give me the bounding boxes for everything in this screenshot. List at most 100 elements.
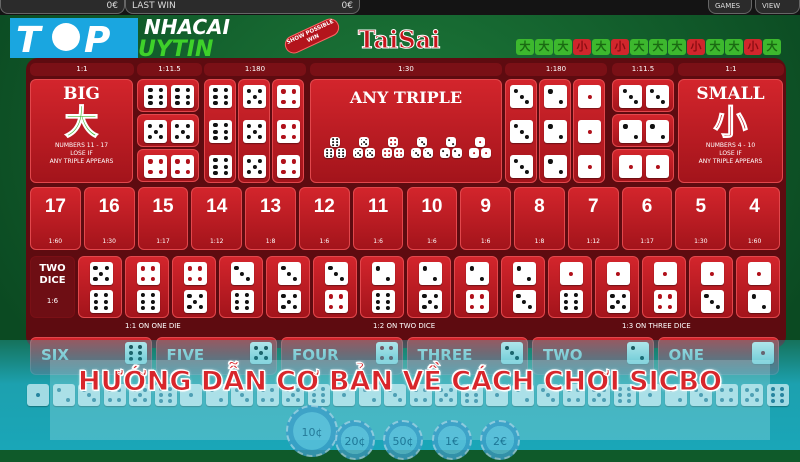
two-dice-3-5-bet[interactable]	[266, 256, 310, 318]
triple-2-bet[interactable]	[539, 79, 571, 183]
die-1-icon	[27, 384, 49, 406]
pip	[223, 122, 228, 128]
double-4-bet[interactable]	[137, 149, 199, 182]
two-dice-3-6-bet[interactable]	[219, 256, 263, 318]
two-dice-1-4-bet[interactable]	[642, 256, 686, 318]
chip-4[interactable]: 2€	[480, 420, 520, 460]
pip	[291, 134, 296, 139]
total-16-bet[interactable]: 16 1:30	[83, 187, 135, 250]
pip	[158, 94, 163, 99]
die-1-icon	[619, 155, 642, 178]
pip	[474, 393, 479, 397]
pip	[92, 398, 97, 403]
pip	[192, 299, 198, 304]
total-4-bet[interactable]: 4 1:60	[729, 187, 780, 250]
total-5-bet[interactable]: 5 1:30	[675, 187, 727, 250]
two-dice-2-3-bet[interactable]	[501, 256, 545, 318]
two-dice-1-3-bet[interactable]	[689, 256, 733, 318]
pip	[66, 397, 71, 402]
two-dice-2-4-bet[interactable]	[454, 256, 498, 318]
triple-6-bet[interactable]	[204, 79, 236, 183]
pip	[291, 169, 296, 174]
chip-1[interactable]: 20¢	[335, 420, 375, 460]
pip	[148, 169, 153, 174]
total-9-bet[interactable]: 9 1:6	[460, 187, 512, 250]
pip	[615, 271, 621, 276]
triple-3-bet[interactable]	[505, 79, 537, 183]
total-12-bet[interactable]: 12 1:6	[298, 187, 350, 250]
total-17-bet[interactable]: 17 1:60	[30, 187, 81, 250]
pip	[175, 94, 180, 99]
total-8-bet[interactable]: 8 1:8	[514, 187, 565, 250]
total-13-bet[interactable]: 13 1:8	[245, 187, 296, 250]
pip	[342, 152, 345, 154]
double-2-bet[interactable]	[612, 114, 674, 147]
total-10-bet[interactable]: 10 1:6	[406, 187, 458, 250]
double-5-bet[interactable]	[137, 114, 199, 147]
total-number: 9	[480, 196, 491, 217]
die-4-icon	[562, 384, 585, 406]
two-dice-5-6-bet[interactable]	[78, 256, 122, 318]
total-14-bet[interactable]: 14 1:12	[191, 187, 243, 250]
die-1-icon	[333, 384, 355, 406]
chip-3[interactable]: 1€	[432, 420, 472, 460]
pip	[551, 398, 556, 403]
pip	[286, 271, 292, 276]
pip	[311, 386, 316, 391]
two-dice-3-4-bet[interactable]	[313, 256, 357, 318]
games-button[interactable]: GAMES	[708, 0, 752, 14]
two-dice-1-2-bet[interactable]	[736, 256, 780, 318]
pip	[336, 143, 339, 146]
double-6-bet[interactable]	[137, 79, 199, 112]
total-odds: 1:6	[427, 238, 437, 245]
chip-2[interactable]: 50¢	[383, 420, 423, 460]
die-1-icon	[646, 155, 669, 178]
pip	[158, 159, 163, 164]
total-11-bet[interactable]: 11 1:6	[352, 187, 404, 250]
big-bet[interactable]: BIG 大 NUMBERS 11 - 17 LOSE IF ANY TRIPLE APP…	[30, 79, 133, 183]
pip	[197, 276, 203, 281]
pip	[363, 141, 365, 143]
pip	[621, 293, 626, 299]
pip	[513, 88, 519, 94]
pip	[628, 164, 633, 169]
pip	[337, 149, 340, 152]
die-2-icon	[544, 155, 567, 178]
any-triple-bet[interactable]: ANY TRIPLE	[310, 79, 502, 183]
double-1-bet[interactable]	[612, 149, 674, 182]
pip	[244, 292, 250, 298]
svg-text:T: T	[16, 20, 43, 60]
two-dice-2-6-bet[interactable]	[360, 256, 404, 318]
total-odds: 1:17	[640, 238, 654, 245]
two-dice-2-5-bet[interactable]	[407, 256, 451, 318]
pip	[223, 94, 228, 99]
total-7-bet[interactable]: 7 1:12	[567, 187, 619, 250]
pip	[339, 276, 344, 282]
total-6-bet[interactable]: 6 1:17	[621, 187, 673, 250]
pip	[281, 99, 286, 104]
triple-1-bet[interactable]	[573, 79, 605, 183]
two-dice-4-5-bet[interactable]	[172, 256, 216, 318]
double-3-bet[interactable]	[612, 79, 674, 112]
pip	[117, 388, 122, 393]
pip	[519, 129, 524, 134]
pip	[158, 169, 163, 174]
two-dice-1-5-bet[interactable]	[595, 256, 639, 318]
pip	[257, 123, 263, 129]
two-dice-1-6-bet[interactable]	[548, 256, 592, 318]
chip-0[interactable]: 10¢	[286, 405, 338, 457]
die-2-icon	[52, 384, 75, 406]
view-button[interactable]: VIEW	[755, 0, 800, 14]
small-bet[interactable]: SMALL 小 NUMBERS 4 - 10 LOSE IF ANY TRIPLE AP…	[678, 79, 783, 183]
pip	[633, 134, 638, 139]
pip	[213, 157, 218, 163]
total-number: 5	[695, 196, 707, 217]
triple-4-bet[interactable]	[272, 79, 304, 183]
pip	[699, 393, 703, 397]
total-15-bet[interactable]: 15 1:17	[137, 187, 189, 250]
triple-5-bet[interactable]	[238, 79, 270, 183]
pip	[140, 276, 145, 281]
two-dice-4-6-bet[interactable]	[125, 256, 169, 318]
pip	[281, 89, 286, 94]
pip	[756, 271, 762, 276]
